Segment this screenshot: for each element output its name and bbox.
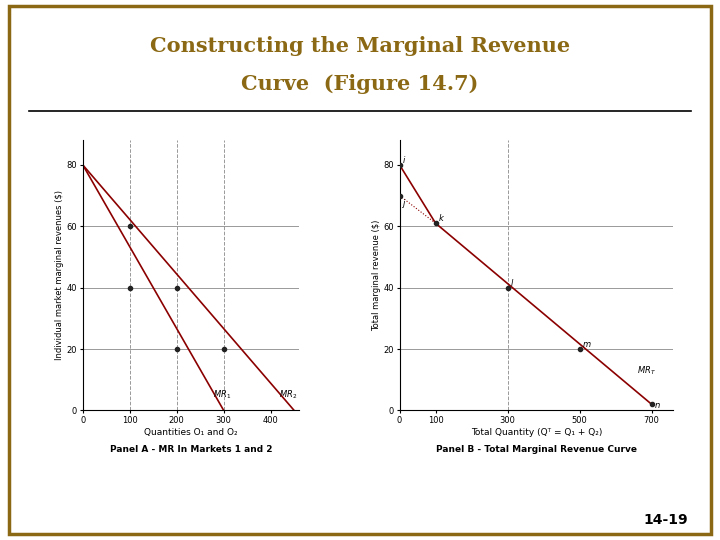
X-axis label: Quantities O₁ and O₂: Quantities O₁ and O₂ (144, 428, 238, 437)
Text: $MR_1$: $MR_1$ (213, 389, 232, 401)
Text: Panel A - MR In Markets 1 and 2: Panel A - MR In Markets 1 and 2 (109, 446, 272, 455)
Text: l: l (510, 279, 513, 288)
Text: $MR_2$: $MR_2$ (279, 389, 297, 401)
Text: Panel B - Total Marginal Revenue Curve: Panel B - Total Marginal Revenue Curve (436, 446, 637, 455)
Text: 14-19: 14-19 (643, 512, 688, 526)
X-axis label: Total Quantity (Qᵀ = Q₁ + Q₂): Total Quantity (Qᵀ = Q₁ + Q₂) (471, 428, 602, 437)
Y-axis label: Individual market marginal revenues ($): Individual market marginal revenues ($) (55, 191, 64, 360)
Y-axis label: Total marginal revenue ($): Total marginal revenue ($) (372, 220, 381, 331)
Text: $MR_T$: $MR_T$ (637, 364, 656, 377)
Text: Constructing the Marginal Revenue: Constructing the Marginal Revenue (150, 36, 570, 56)
Text: Curve  (Figure 14.7): Curve (Figure 14.7) (241, 73, 479, 94)
Text: k: k (438, 214, 444, 223)
Text: i: i (402, 156, 405, 165)
Text: m: m (582, 340, 590, 349)
Text: j: j (402, 199, 405, 208)
Text: n: n (654, 401, 660, 410)
